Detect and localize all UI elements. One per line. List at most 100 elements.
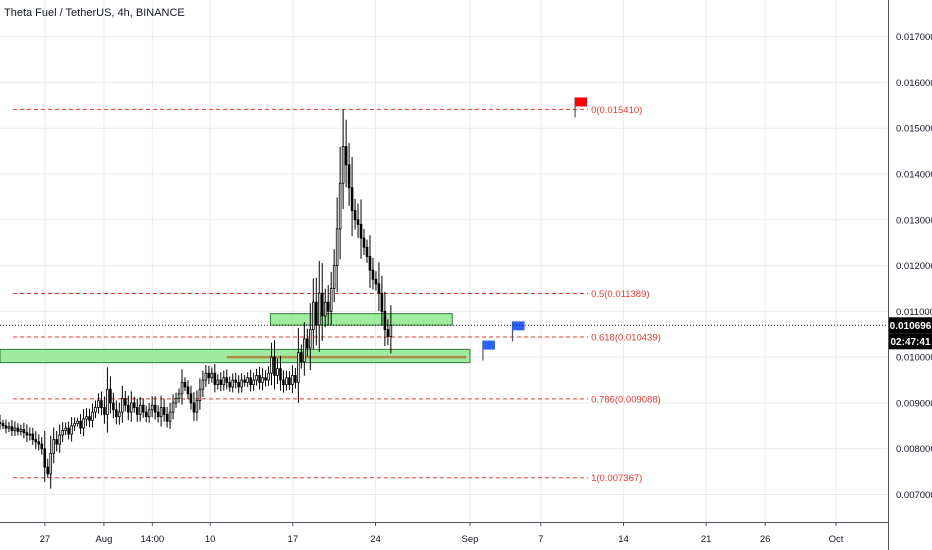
candle-body [49,452,53,475]
candle-body [231,379,235,388]
candle-body [79,420,82,429]
candle-body [162,407,166,415]
flags[interactable] [482,97,588,361]
candle-body [109,388,112,404]
fib-retracement[interactable]: 0(0.015410) 0.5(0.011389) 0.618(0.010439) 0… [12,105,661,484]
candle-body [165,413,169,422]
fib-level-label: 0(0.015410) [591,105,642,116]
candle-body [138,404,142,415]
current-price-tag[interactable] [889,317,932,334]
candle-body [270,356,273,374]
fib-level-label: 0.786(0.009088) [591,394,661,405]
flag-icon [482,340,495,350]
candle-body [40,443,44,450]
candle-body [264,377,267,381]
candle-body [267,372,270,381]
candle-body [273,356,276,376]
x-tick-label: 7 [538,534,543,545]
candle-body [386,329,390,337]
candle-body [311,301,315,331]
candle-body [309,329,312,349]
candle-body [222,377,226,386]
blue-flag-lower[interactable] [482,340,495,361]
candle-body [377,283,381,294]
candle-body [61,430,64,436]
candle-body [0,421,2,424]
candle-body [344,146,348,166]
candle-body [177,393,181,399]
candle-body [213,372,217,386]
candle-body [112,402,115,411]
upper-zone[interactable] [269,313,453,326]
candle-body [300,352,303,363]
candle-body [347,164,351,189]
candle-body [132,402,136,408]
candle-body [195,400,199,413]
candle-body [58,434,61,445]
candle-body [115,409,118,418]
candle-body [70,425,73,435]
candle-body [1,423,5,427]
candle-body [294,375,297,383]
candle-body [201,379,205,390]
candle-body [326,301,330,312]
candle-body [186,386,190,395]
y-tick-label: 0.014000 [896,170,932,181]
y-tick-label: 0.007000 [896,490,932,501]
candle-body [171,402,175,413]
candle-body [291,375,294,386]
candle-body [320,292,324,317]
candle-body [219,379,223,386]
fib-level-label: 0.618(0.010439) [591,333,661,344]
candle-body [64,427,67,431]
candle-body [356,219,360,225]
y-tick-label: 0.008000 [896,444,932,455]
candle-body [282,379,285,386]
zones[interactable] [0,313,471,364]
chart-title: Theta Fuel / TetherUS, 4h, BINANCE [4,7,185,19]
candle-body [285,377,288,386]
candle-body [350,187,354,212]
candle-body [55,439,58,445]
candle-body [216,379,220,386]
x-tick-label: 21 [701,534,712,545]
y-tick-label: 0.015000 [896,124,932,135]
candle-body [4,425,8,429]
blue-flag-upper[interactable] [511,321,525,342]
candle-body [258,375,261,383]
candle-body [371,269,375,280]
candle-body [323,301,327,317]
countdown-label: 02:47:41 [890,337,930,348]
candle-body [374,278,378,285]
candle-body [332,265,336,289]
candle-body [317,292,321,326]
candle-body [100,400,103,408]
candle-body [338,182,342,230]
candle-body [103,407,106,415]
candle-body [19,429,23,432]
fib-level-label: 1(0.007367) [591,473,642,484]
candle-body [183,381,187,388]
grid [0,0,888,522]
candle-body [240,379,243,388]
candle-body [94,407,97,413]
candle-body [210,372,214,379]
red-flag[interactable] [574,97,588,118]
current-price-label: 0.010696 [890,321,932,332]
candle-body [135,407,139,415]
candle-body [279,368,282,381]
candle-body [314,301,318,326]
candle-body [85,416,88,420]
candle-body [207,372,211,379]
candle-body [359,223,363,239]
candle-body [303,338,306,363]
y-tick-label: 0.012000 [896,261,932,272]
candle-body [16,427,20,432]
fib-level-label: 0.5(0.011389) [591,289,649,300]
y-tick-label: 0.016000 [896,78,932,89]
candle-body [97,400,100,408]
candle-body [297,352,300,383]
candle-body [180,381,184,395]
